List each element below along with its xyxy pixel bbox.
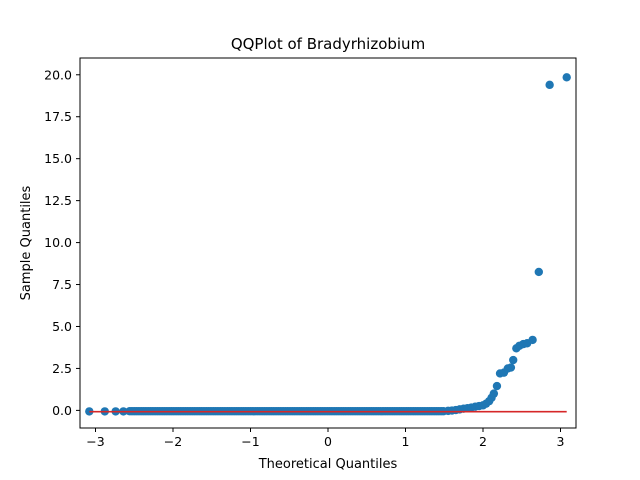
data-point [509,355,518,365]
data-point [489,389,499,398]
x-tick-label: 2 [479,434,487,449]
y-tick-label: 2.5 [52,361,72,376]
y-tick-label: 5.0 [52,319,72,334]
chart-title: QQPlot of Bradyrhizobium [231,35,425,53]
x-axis: −3 −2 −1 0 1 2 3 [86,428,564,449]
data-point [545,80,554,90]
data-point [506,363,516,372]
y-tick-label: 15.0 [44,151,72,166]
x-axis-label: Theoretical Quantiles [258,457,398,472]
x-tick-label: −2 [164,434,182,449]
y-tick-label: 0.0 [52,403,72,418]
data-point [528,335,537,345]
y-tick-label: 7.5 [52,277,72,292]
y-tick-label: 17.5 [44,109,72,124]
x-tick-label: 1 [402,434,410,449]
y-tick-label: 10.0 [44,235,72,250]
y-axis-label: Sample Quantiles [19,185,34,300]
plot-area [85,73,571,416]
x-tick-label: −3 [86,434,104,449]
data-point [562,73,571,82]
x-tick-label: 3 [557,434,565,449]
data-point [492,381,502,391]
x-tick-label: −1 [241,434,259,449]
y-axis: 0.0 2.5 5.0 7.5 10.0 12.5 15.0 17.5 20.0 [44,67,80,418]
data-point [534,267,543,277]
y-tick-label: 20.0 [44,67,72,82]
x-tick-label: 0 [324,434,332,449]
y-tick-label: 12.5 [44,193,72,208]
